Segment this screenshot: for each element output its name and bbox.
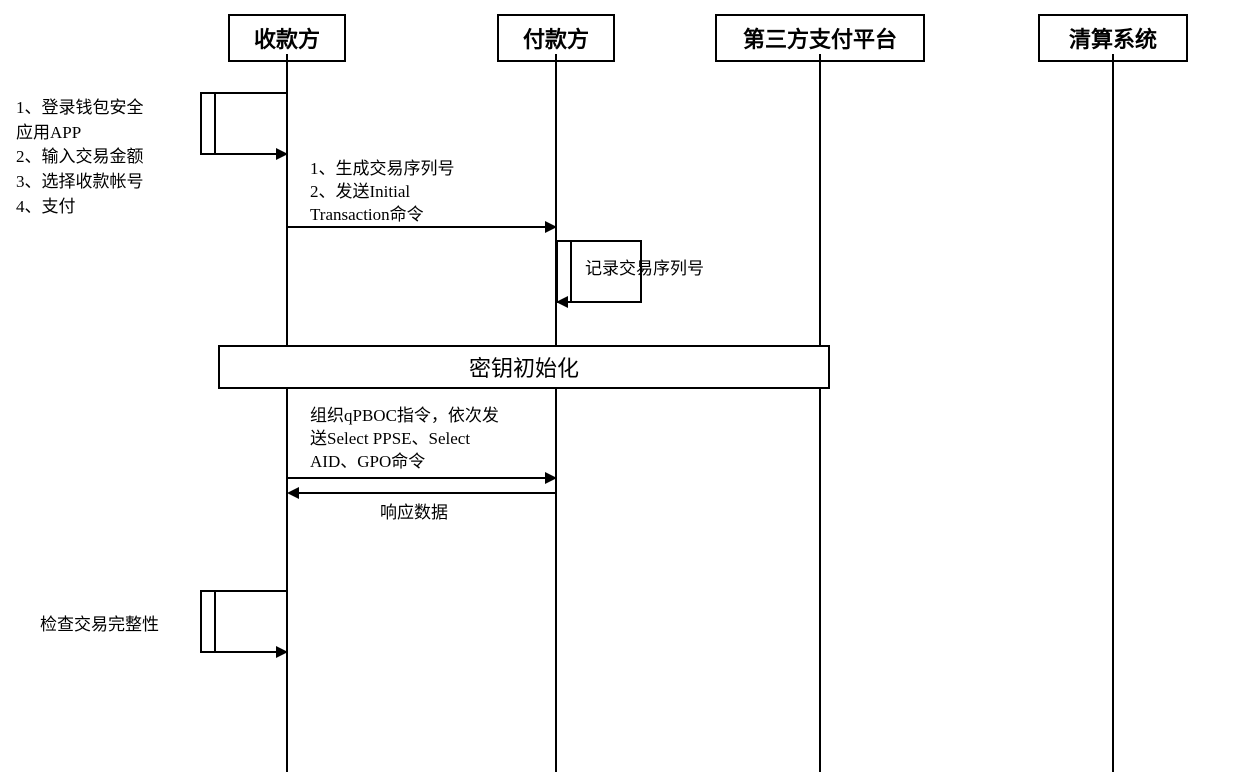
self-record-top <box>556 240 642 242</box>
lifeline-clearing <box>1112 54 1114 772</box>
note-check-integrity: 检查交易完整性 <box>40 613 159 638</box>
msg-response-line <box>299 492 557 494</box>
self-check-arrow <box>276 646 288 658</box>
msg-qpboc-line <box>287 477 545 479</box>
lifeline-tpp <box>819 54 821 772</box>
lifeline-payer <box>555 54 557 772</box>
self-record-arrow <box>556 296 568 308</box>
label-qpboc: 组织qPBOC指令，依次发 送Select PPSE、Select AID、GP… <box>310 405 499 474</box>
note-login-steps: 1、登录钱包安全 应用APP 2、输入交易金额 3、选择收款帐号 4、支付 <box>16 96 144 219</box>
activation-record <box>556 240 572 303</box>
label-response: 响应数据 <box>380 502 448 525</box>
self-login-top <box>200 92 287 94</box>
self-login-arrow <box>276 148 288 160</box>
msg-response-arrow <box>287 487 299 499</box>
activation-login <box>200 92 216 155</box>
self-login-bottom <box>216 153 276 155</box>
self-record-bottom <box>568 301 642 303</box>
label-record: 记录交易序列号 <box>585 258 704 281</box>
phase-key-init: 密钥初始化 <box>218 345 830 389</box>
self-check-bottom <box>216 651 276 653</box>
lifeline-payee <box>286 54 288 772</box>
self-check-top <box>200 590 287 592</box>
msg-qpboc-arrow <box>545 472 557 484</box>
label-init: 1、生成交易序列号 2、发送Initial Transaction命令 <box>310 158 455 227</box>
msg-init-line <box>287 226 545 228</box>
msg-init-arrow <box>545 221 557 233</box>
activation-check <box>200 590 216 653</box>
